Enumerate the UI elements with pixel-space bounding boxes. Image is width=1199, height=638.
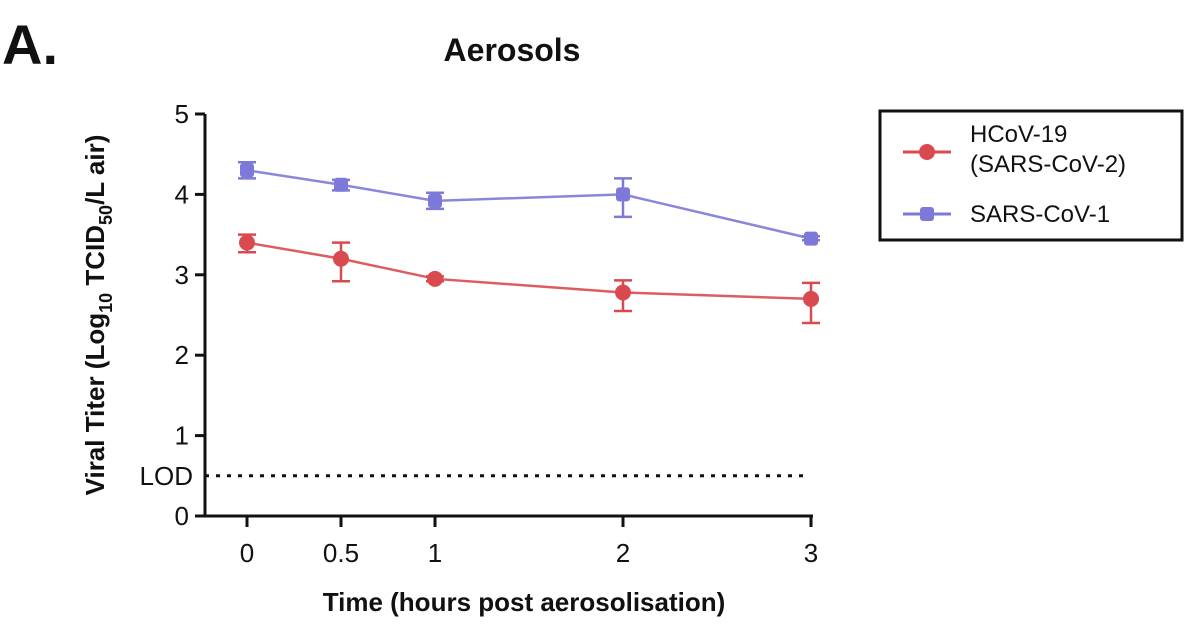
x-tick-label: 0 — [240, 538, 254, 568]
data-point — [240, 163, 254, 178]
x-axis-label: Time (hours post aerosolisation) — [323, 587, 726, 617]
y-tick-label: 1 — [175, 421, 189, 451]
legend: HCoV-19 (SARS-CoV-2) SARS-CoV-1 — [878, 109, 1184, 242]
y-axis-label-mid: TCID — [80, 225, 110, 293]
data-point — [616, 187, 630, 202]
y-axis-label-sub1: 10 — [96, 293, 116, 313]
series-group — [238, 160, 820, 325]
data-point — [333, 250, 349, 267]
series-line — [246, 241, 812, 301]
legend-label: HCoV-19 — [970, 121, 1067, 148]
data-point — [239, 234, 255, 251]
legend-label: (SARS-CoV-2) — [970, 151, 1126, 178]
data-point — [428, 193, 442, 208]
legend-items: HCoV-19 (SARS-CoV-2) SARS-CoV-1 — [903, 121, 1126, 228]
y-tick-label: 3 — [175, 260, 189, 290]
panel-label: A. — [2, 13, 58, 76]
lod-line-group: LOD — [140, 461, 805, 491]
y-tick-label: 2 — [175, 340, 189, 370]
legend-item-hcov-19: HCoV-19 (SARS-CoV-2) — [903, 121, 1126, 178]
x-tick-label: 2 — [616, 538, 630, 568]
y-tick-label: 5 — [175, 99, 189, 129]
x-axis-ticks: 0 0.5 1 2 3 — [240, 516, 818, 568]
data-point — [615, 284, 631, 301]
y-axis-label-suffix: /L air) — [80, 135, 110, 205]
x-tick-label: 3 — [804, 538, 818, 568]
y-tick-label: 0 — [175, 501, 189, 531]
y-axis-label-prefix: Viral Titer (Log — [80, 313, 110, 496]
legend-swatch-marker — [920, 207, 934, 221]
x-tick-label: 1 — [428, 538, 442, 568]
y-axis-label-sub2: 50 — [96, 205, 116, 225]
lod-label: LOD — [140, 461, 193, 491]
legend-label: SARS-CoV-1 — [970, 201, 1110, 228]
data-point — [334, 177, 348, 192]
y-axis-label: Viral Titer (Log10 TCID50/L air) — [80, 135, 116, 496]
y-tick-label: 4 — [175, 179, 189, 209]
data-point — [804, 231, 818, 246]
data-point — [427, 270, 443, 287]
legend-item-sars-cov-1: SARS-CoV-1 — [903, 201, 1110, 228]
chart-title: Aerosols — [444, 32, 581, 68]
y-axis-ticks: 0 1 2 3 4 5 — [175, 99, 205, 531]
legend-swatch-marker — [919, 144, 935, 160]
series-sars-cov-1 — [238, 160, 820, 246]
data-point — [803, 290, 819, 307]
series-line — [246, 169, 812, 240]
axes — [203, 114, 813, 518]
x-tick-label: 0.5 — [323, 538, 359, 568]
series-hcov-19 — [238, 233, 820, 325]
